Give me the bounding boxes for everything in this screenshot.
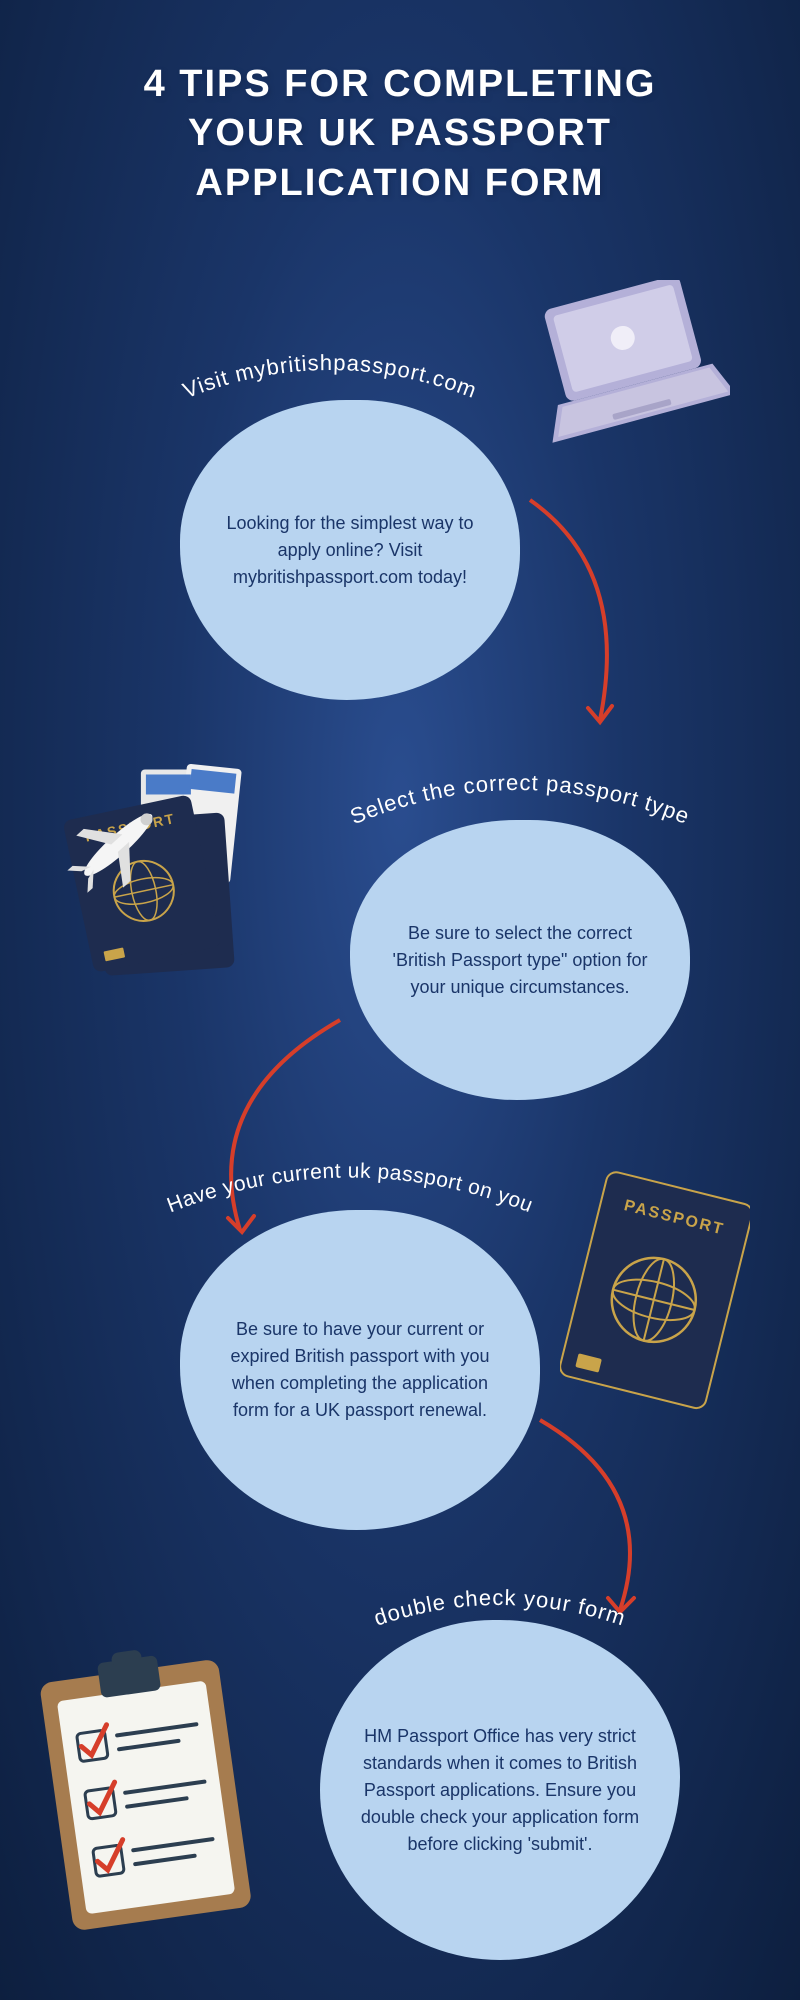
- svg-text:Have your current uk passport: Have your current uk passport on you: [164, 1159, 536, 1217]
- tip-3-body: Be sure to have your current or expired …: [220, 1316, 500, 1424]
- tip-1-body: Looking for the simplest way to apply on…: [220, 510, 480, 591]
- passport-icon: PASSPORT: [560, 1170, 750, 1420]
- svg-text:Visit mybritishpassport.com: Visit mybritishpassport.com: [179, 350, 480, 403]
- tip-4-bubble: HM Passport Office has very strict stand…: [320, 1620, 680, 1960]
- page-title: 4 TIPS FOR COMPLETING YOUR UK PASSPORT A…: [0, 0, 800, 208]
- arrow-1: [510, 490, 660, 750]
- clipboard-icon: [30, 1640, 260, 1940]
- tip-2-bubble: Be sure to select the correct 'British P…: [350, 820, 690, 1100]
- tip-3-bubble: Be sure to have your current or expired …: [180, 1210, 540, 1530]
- tip-1-bubble: Looking for the simplest way to apply on…: [180, 400, 520, 700]
- laptop-icon: [530, 280, 730, 450]
- passport-plane-icon: PASSPORT: [40, 760, 300, 980]
- tip-2-body: Be sure to select the correct 'British P…: [390, 920, 650, 1001]
- tip-4-body: HM Passport Office has very strict stand…: [360, 1723, 640, 1858]
